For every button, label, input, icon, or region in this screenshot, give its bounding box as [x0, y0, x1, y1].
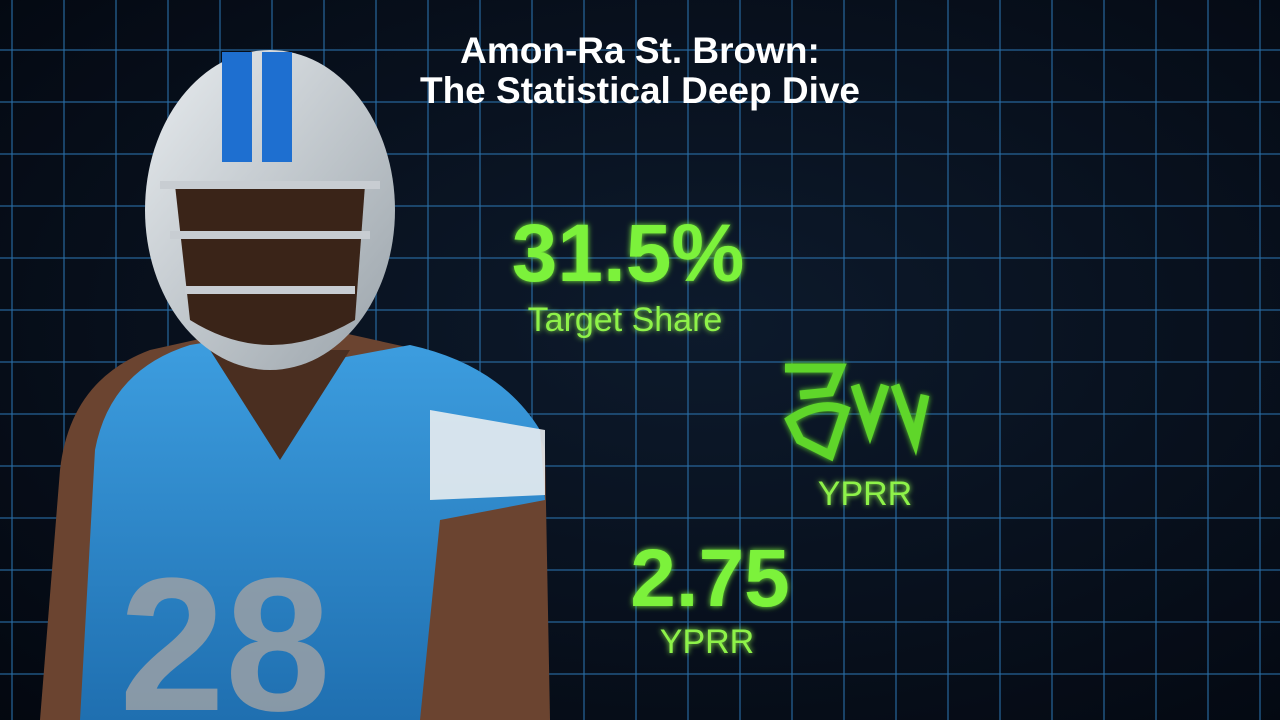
- jersey-number: 28: [119, 539, 330, 720]
- stat-value: 2.75: [630, 533, 790, 624]
- title-line: The Statistical Deep Dive: [420, 70, 860, 111]
- neck: [210, 350, 350, 460]
- helmet-stripe: [222, 52, 252, 162]
- jersey: [80, 335, 545, 720]
- stat-label: YPRR: [660, 623, 754, 661]
- glitch-glyph: [784, 363, 930, 462]
- stat-value: 31.5%: [512, 208, 745, 299]
- player: 28: [40, 50, 550, 720]
- helmet-stripe: [262, 52, 292, 162]
- facemask: [160, 181, 380, 294]
- title-line: Amon-Ra St. Brown:: [460, 30, 820, 71]
- stat-label: Target Share: [528, 301, 723, 339]
- face: [175, 185, 365, 345]
- stat-label: YPRR: [818, 475, 912, 513]
- sleeve-stripe: [430, 410, 545, 500]
